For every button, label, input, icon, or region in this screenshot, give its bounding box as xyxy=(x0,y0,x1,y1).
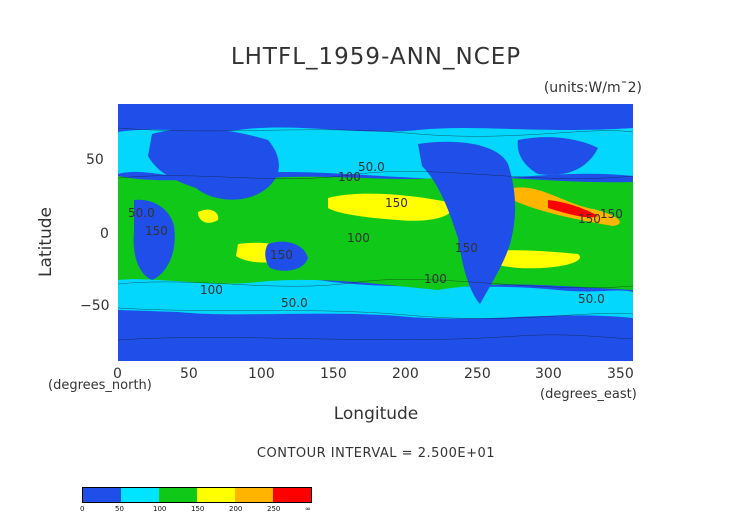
chart-title: LHTFL_1959-ANN_NCEP xyxy=(230,44,522,70)
contour-label: 50.0 xyxy=(281,296,308,310)
legend-tick: 200 xyxy=(229,505,243,513)
contour-label: 150 xyxy=(455,241,478,255)
legend-tick: 250 xyxy=(267,505,281,513)
legend-color-swatch xyxy=(254,488,273,502)
y-tick-label: 0 xyxy=(100,226,109,242)
x-tick-label: 300 xyxy=(535,366,562,382)
contour-label: 100 xyxy=(424,272,447,286)
contour-label: 150 xyxy=(578,212,601,226)
legend-color-swatch xyxy=(83,488,102,502)
contour-label: 100 xyxy=(200,283,223,297)
contour-label: 150 xyxy=(600,207,623,221)
x-tick-label: 100 xyxy=(248,366,275,382)
x-axis-label: Longitude xyxy=(333,404,419,424)
contour-label: 50.0 xyxy=(128,206,155,220)
legend-tick: 50 xyxy=(115,505,124,513)
y-axis-label: Latitude xyxy=(36,207,56,277)
x-tick-label: 150 xyxy=(320,366,347,382)
contour-label: 150 xyxy=(145,224,168,238)
contour-label: 150 xyxy=(385,196,408,210)
y-tick-label: −50 xyxy=(80,298,110,314)
legend-color-swatch xyxy=(121,488,140,502)
legend-color-swatch xyxy=(102,488,121,502)
x-tick-label: 50 xyxy=(180,366,198,382)
x-sub-label-2: (degrees_east) xyxy=(540,387,637,402)
contour-label: 150 xyxy=(270,248,293,262)
units-label: (units:W/m¯2) xyxy=(543,80,642,96)
y-tick-label: 50 xyxy=(86,152,104,168)
legend-color-swatch xyxy=(235,488,254,502)
legend-color-swatch xyxy=(159,488,178,502)
x-tick-label: 0 xyxy=(113,366,122,382)
legend-color-swatch xyxy=(292,488,311,502)
legend-tick: ∞ xyxy=(305,505,311,513)
legend-tick: 100 xyxy=(153,505,167,513)
legend-color-swatch xyxy=(178,488,197,502)
x-tick-label: 200 xyxy=(392,366,419,382)
legend-color-swatch xyxy=(197,488,216,502)
legend-color-swatch xyxy=(273,488,292,502)
legend-color-swatch xyxy=(216,488,235,502)
map-svg xyxy=(118,104,633,361)
contour-label: 50.0 xyxy=(578,292,605,306)
legend-color-swatch xyxy=(140,488,159,502)
contour-label: 100 xyxy=(347,231,370,245)
legend-tick: 150 xyxy=(191,505,205,513)
x-tick-label: 350 xyxy=(607,366,634,382)
contour-interval-note: CONTOUR INTERVAL = 2.500E+01 xyxy=(256,446,496,461)
contour-label: 100 xyxy=(338,170,361,184)
map-plot xyxy=(118,104,633,361)
legend-tick: 0 xyxy=(80,505,85,513)
x-tick-label: 250 xyxy=(464,366,491,382)
x-sub-label: (degrees_north) xyxy=(48,378,152,393)
colorbar-legend xyxy=(82,487,312,503)
contour-label: 50.0 xyxy=(358,160,385,174)
